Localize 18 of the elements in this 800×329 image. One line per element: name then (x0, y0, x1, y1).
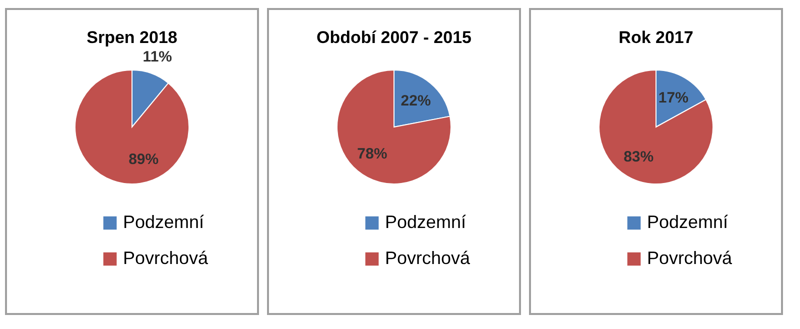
legend-label: Povrchová (123, 248, 210, 268)
legend-label: Podzemní (385, 212, 466, 232)
legend-label: Podzemní (123, 212, 204, 232)
legend-label: Povrchová (385, 248, 472, 268)
data-label: 11% (142, 48, 172, 66)
pie-slice (336, 70, 452, 184)
chart-title: Období 2007 - 2015 (316, 28, 472, 47)
data-label: 78% (357, 145, 388, 162)
data-label: 17% (658, 90, 688, 107)
data-label: 22% (400, 92, 431, 110)
chart-title: Srpen 2018 (86, 28, 178, 47)
pie-slice (598, 70, 714, 184)
chart-title: Rok 2017 (618, 28, 694, 47)
data-label: 89% (128, 151, 159, 168)
legend-label: Podzemní (647, 212, 728, 232)
pie-slice (74, 70, 190, 184)
data-label: 83% (624, 148, 654, 166)
legend-label: Povrchová (647, 248, 734, 268)
